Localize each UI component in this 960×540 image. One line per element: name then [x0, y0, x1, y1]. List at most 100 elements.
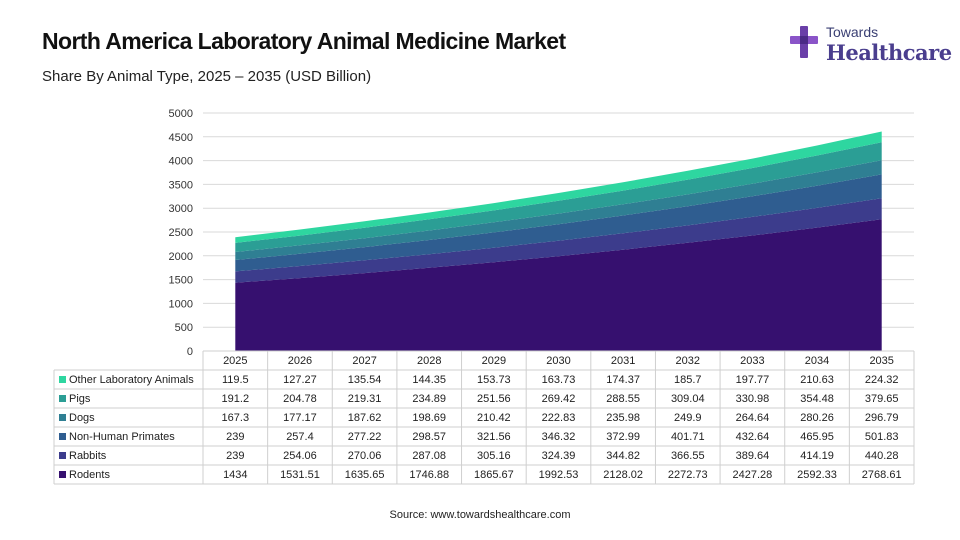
y-axis-ticks: 0 500 1000 1500 2000 2500 3000 3500 4000 4500 5000 — [169, 108, 193, 358]
data-label: 251.56 — [477, 393, 511, 405]
data-label: 135.54 — [348, 374, 382, 386]
area-series-non-human-primates — [235, 174, 882, 272]
x-tick-label: 2028 — [417, 355, 441, 367]
x-tick-label: 2034 — [805, 355, 829, 367]
y-tick-label: 500 — [175, 322, 193, 334]
logo-text-bottom: Healthcare — [826, 40, 952, 65]
data-label: 287.08 — [412, 450, 446, 462]
data-label: 324.39 — [542, 450, 576, 462]
data-label: 167.3 — [222, 412, 250, 424]
data-label: 119.5 — [222, 374, 249, 386]
data-label: 1635.65 — [345, 469, 385, 481]
x-tick-label: 2033 — [740, 355, 764, 367]
data-label: 372.99 — [606, 431, 640, 443]
data-label: 401.71 — [671, 431, 705, 443]
area-series-pigs — [235, 142, 882, 252]
x-tick-label: 2030 — [546, 355, 570, 367]
chart-title: North America Laboratory Animal Medicine… — [42, 28, 566, 54]
y-tick-label: 1000 — [169, 298, 193, 310]
data-label: 270.06 — [348, 450, 382, 462]
data-label: 2128.02 — [603, 469, 643, 481]
legend-swatch — [59, 395, 66, 402]
data-label: 1531.51 — [280, 469, 320, 481]
legend-swatch — [59, 471, 66, 478]
legend-swatch — [59, 452, 66, 459]
data-label: 2272.73 — [668, 469, 708, 481]
data-label: 219.31 — [348, 393, 382, 405]
x-tick-label: 2032 — [676, 355, 700, 367]
legend-label: Pigs — [69, 393, 91, 405]
data-label: 440.28 — [865, 450, 899, 462]
y-tick-label: 3500 — [169, 179, 193, 191]
data-label: 330.98 — [736, 393, 770, 405]
y-tick-label: 4500 — [169, 132, 193, 144]
data-label: 346.32 — [542, 431, 576, 443]
data-label: 264.64 — [736, 412, 770, 424]
brand-logo: Towards Healthcare — [788, 24, 952, 68]
y-tick-label: 1500 — [169, 275, 193, 287]
data-label: 153.73 — [477, 374, 511, 386]
y-tick-label: 3000 — [169, 203, 193, 215]
data-label: 2427.28 — [733, 469, 773, 481]
data-label: 127.27 — [283, 374, 317, 386]
data-label: 174.37 — [606, 374, 640, 386]
data-label: 185.7 — [674, 374, 702, 386]
y-tick-label: 0 — [187, 346, 193, 358]
legend-label: Rabbits — [69, 450, 107, 462]
data-label: 1746.88 — [409, 469, 449, 481]
area-series-dogs — [235, 160, 882, 260]
logo-text-top: Towards — [826, 24, 879, 40]
data-label: 249.9 — [674, 412, 702, 424]
y-tick-label: 4000 — [169, 156, 193, 168]
data-label: 288.55 — [606, 393, 640, 405]
x-tick-label: 2035 — [869, 355, 893, 367]
data-label: 254.06 — [283, 450, 317, 462]
data-label: 414.19 — [800, 450, 834, 462]
data-label: 204.78 — [283, 393, 317, 405]
data-label: 305.16 — [477, 450, 511, 462]
area-series-rabbits — [235, 198, 882, 283]
x-tick-label: 2025 — [223, 355, 247, 367]
area-series-group — [235, 131, 882, 351]
data-label: 298.57 — [412, 431, 446, 443]
data-label: 197.77 — [736, 374, 770, 386]
data-label: 239 — [226, 431, 244, 443]
data-label: 239 — [226, 450, 244, 462]
x-tick-label: 2029 — [482, 355, 506, 367]
data-label: 432.64 — [736, 431, 770, 443]
data-label: 321.56 — [477, 431, 511, 443]
data-label: 198.69 — [412, 412, 446, 424]
x-tick-label: 2026 — [288, 355, 312, 367]
data-label: 224.32 — [865, 374, 899, 386]
y-tick-label: 2000 — [169, 251, 193, 263]
legend-label: Non-Human Primates — [69, 431, 175, 443]
data-label: 1992.53 — [539, 469, 579, 481]
x-tick-label: 2027 — [352, 355, 376, 367]
data-label: 177.17 — [283, 412, 317, 424]
data-label: 187.62 — [348, 412, 382, 424]
chart-subtitle: Share By Animal Type, 2025 – 2035 (USD B… — [42, 68, 372, 85]
x-tick-label: 2031 — [611, 355, 635, 367]
data-label: 2768.61 — [862, 469, 902, 481]
data-label: 379.65 — [865, 393, 899, 405]
legend-label: Dogs — [69, 412, 95, 424]
legend-label: Rodents — [69, 469, 110, 481]
data-label: 222.83 — [542, 412, 576, 424]
data-label: 1434 — [223, 469, 247, 481]
legend-label: Other Laboratory Animals — [69, 374, 194, 386]
data-label: 191.2 — [222, 393, 250, 405]
data-table: 2025 2026 2027 2028 2029 2030 2031 2032 2033 2034… — [53, 350, 915, 485]
data-label: 366.55 — [671, 450, 705, 462]
data-label: 2592.33 — [797, 469, 837, 481]
data-label: 257.4 — [286, 431, 314, 443]
area-series-rodents — [235, 219, 882, 351]
data-label: 280.26 — [800, 412, 834, 424]
data-label: 296.79 — [865, 412, 899, 424]
data-label: 234.89 — [412, 393, 446, 405]
data-label: 501.83 — [865, 431, 899, 443]
data-label: 309.04 — [671, 393, 705, 405]
y-tick-label: 5000 — [169, 108, 193, 120]
cross-plus-icon — [790, 26, 818, 58]
data-label: 144.35 — [412, 374, 446, 386]
